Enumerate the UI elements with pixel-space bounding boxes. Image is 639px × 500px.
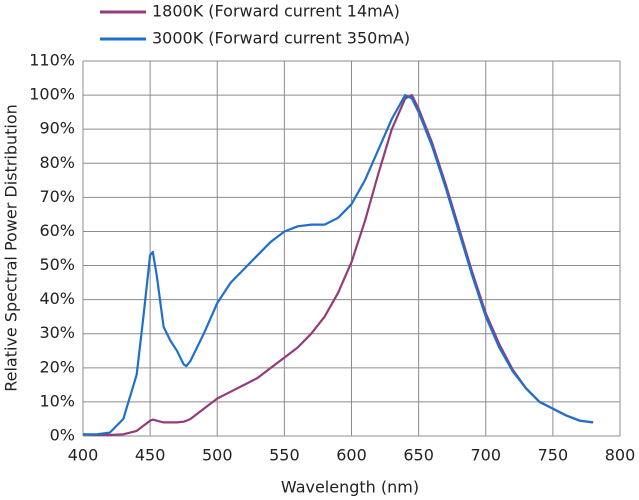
y-tick-label: 90%: [39, 119, 75, 138]
x-tick-label: 500: [202, 446, 233, 465]
y-tick-label: 40%: [39, 289, 75, 308]
series-line: [82, 94, 594, 437]
x-tick-label: 550: [269, 446, 300, 465]
x-tick-label: 750: [538, 446, 569, 465]
y-tick-label: 50%: [39, 255, 75, 274]
x-tick-label: 400: [68, 446, 99, 465]
y-tick-label: 100%: [29, 85, 75, 104]
y-tick-label: 60%: [39, 221, 75, 240]
x-axis-label: Wavelength (nm): [281, 478, 419, 497]
y-axis-label: Relative Spectral Power Distribution: [2, 104, 21, 392]
y-tick-label: 0%: [50, 426, 75, 445]
y-tick-label: 10%: [39, 391, 75, 410]
x-tick-label: 700: [470, 446, 501, 465]
x-tick-label: 800: [605, 446, 636, 465]
series-line: [83, 94, 594, 436]
y-tick-label: 110%: [29, 51, 75, 70]
y-tick-label: 70%: [39, 187, 75, 206]
x-tick-label: 600: [336, 446, 367, 465]
x-tick-label: 650: [403, 446, 434, 465]
y-tick-label: 30%: [39, 323, 75, 342]
y-tick-label: 80%: [39, 153, 75, 172]
legend-label: 3000K (Forward current 350mA): [152, 29, 410, 48]
legend-label: 1800K (Forward current 14mA): [152, 2, 400, 21]
y-tick-label: 20%: [39, 357, 75, 376]
x-tick-label: 450: [135, 446, 166, 465]
